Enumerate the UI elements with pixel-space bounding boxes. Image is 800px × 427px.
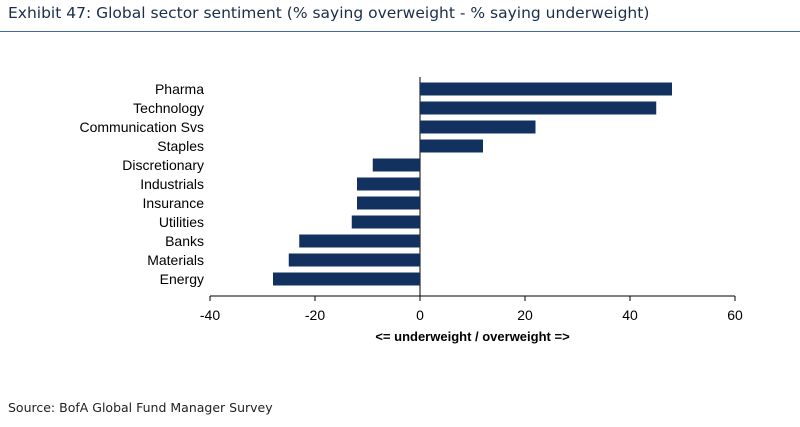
- bar-insurance: [357, 196, 420, 210]
- bar-pharma: [420, 82, 672, 96]
- bar-communication-svs: [420, 120, 536, 134]
- category-label: Insurance: [143, 195, 205, 211]
- source-note: Source: BofA Global Fund Manager Survey: [8, 400, 273, 415]
- x-tick-label: -20: [305, 307, 325, 323]
- category-label: Industrials: [140, 176, 204, 192]
- bar-materials: [288, 253, 420, 267]
- sector-sentiment-chart: Pharma Technology Communication Svs Staples…: [80, 77, 743, 344]
- category-label: Utilities: [159, 214, 204, 230]
- x-tick-label: 0: [416, 307, 424, 323]
- category-label: Banks: [165, 233, 204, 249]
- category-label: Technology: [133, 100, 204, 116]
- bar-industrials: [357, 177, 420, 191]
- category-label: Staples: [157, 138, 204, 154]
- category-label: Discretionary: [122, 157, 204, 173]
- x-axis-title: <= underweight / overweight =>: [375, 329, 570, 344]
- bar-banks: [299, 234, 420, 248]
- exhibit-title: Exhibit 47: Global sector sentiment (% s…: [8, 4, 650, 22]
- title-rule: [0, 31, 800, 32]
- category-label: Communication Svs: [80, 119, 205, 135]
- bar-energy: [273, 272, 420, 286]
- x-tick-label: 60: [727, 307, 743, 323]
- bar-staples: [420, 139, 483, 153]
- bar-discretionary: [372, 158, 420, 172]
- category-label: Pharma: [155, 81, 204, 97]
- x-tick-label: 40: [622, 307, 638, 323]
- x-tick-label: 20: [517, 307, 533, 323]
- bar-technology: [420, 101, 657, 115]
- x-tick-label: -40: [200, 307, 220, 323]
- category-label: Materials: [147, 252, 204, 268]
- bar-utilities: [351, 215, 420, 229]
- category-label: Energy: [160, 271, 204, 287]
